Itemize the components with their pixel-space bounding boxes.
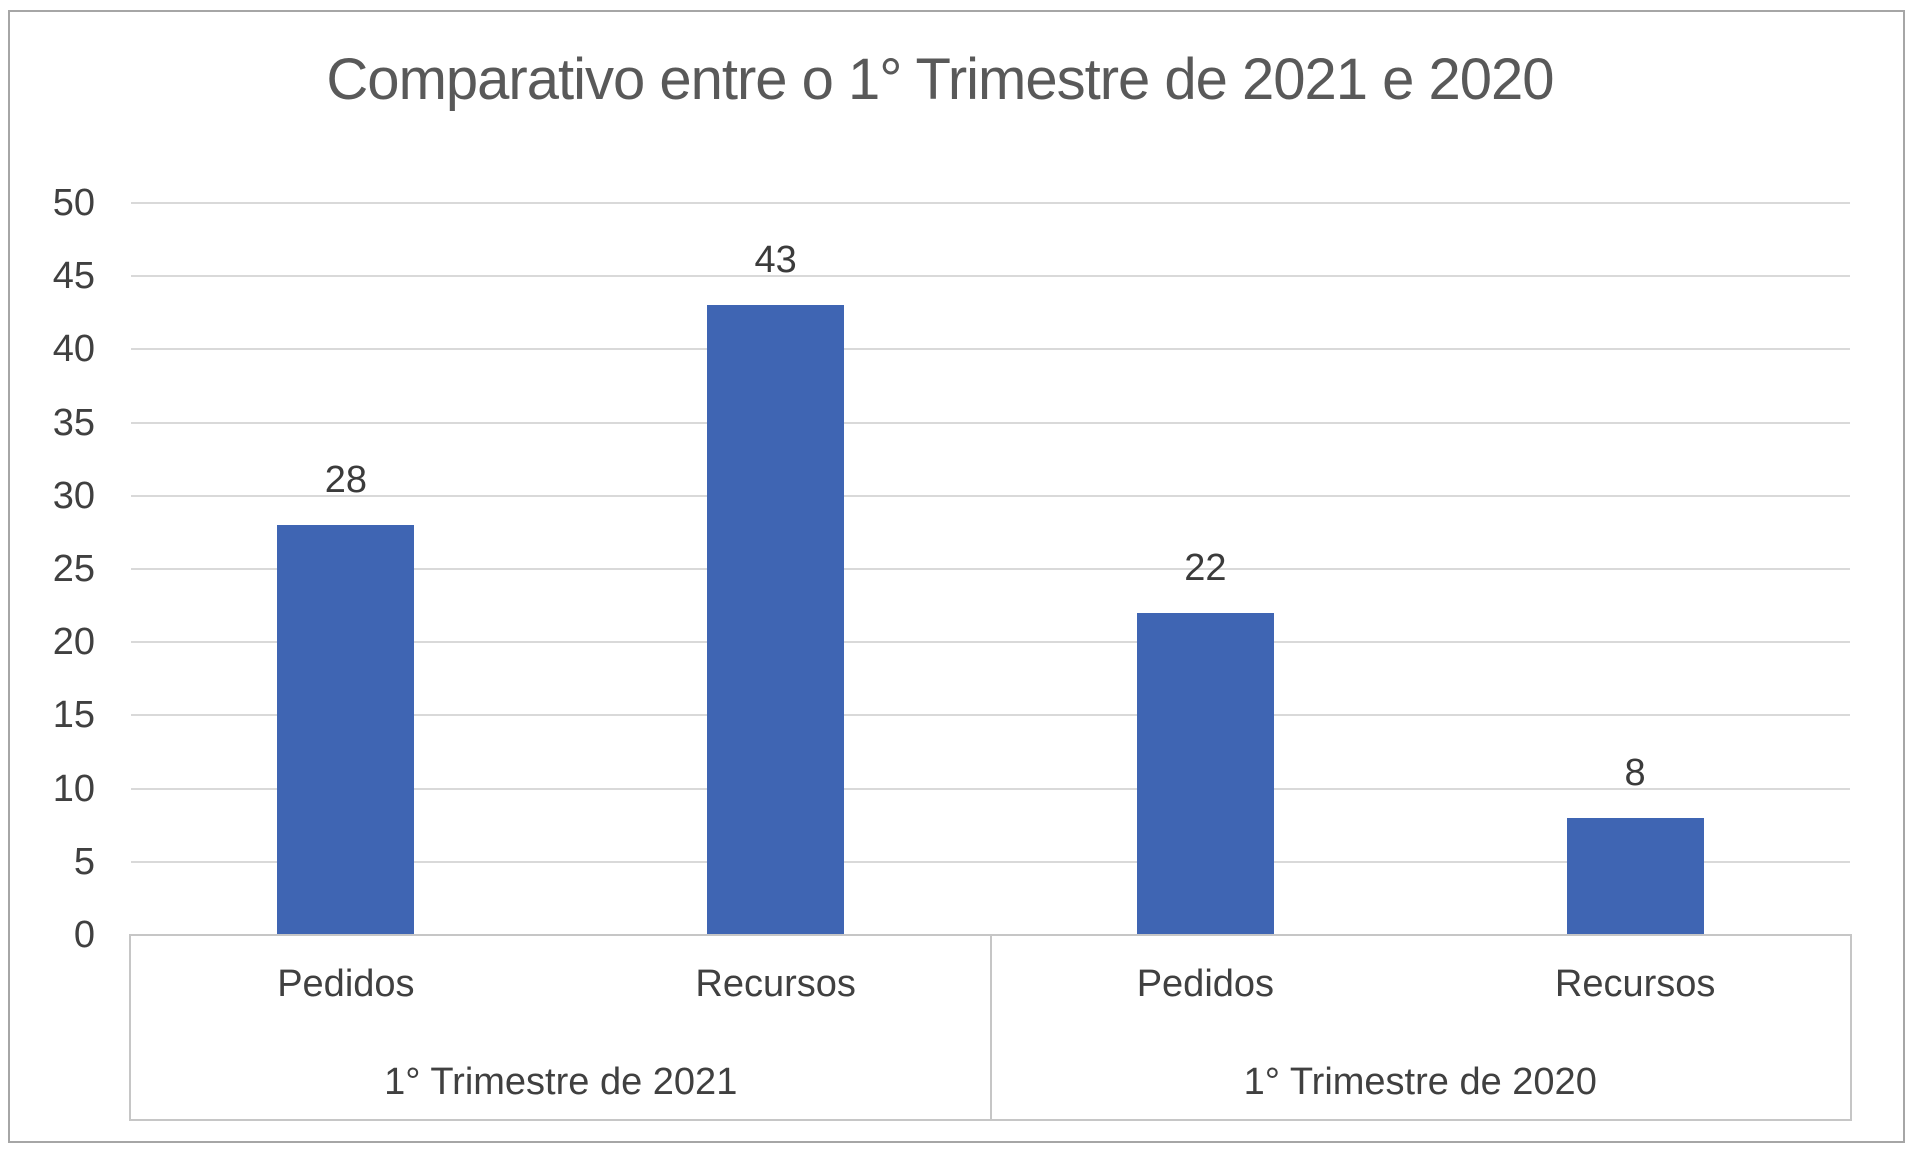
category-label: Recursos <box>1554 963 1716 1005</box>
y-gridline <box>131 860 1850 863</box>
y-gridline <box>131 275 1850 278</box>
y-tick-label: 45 <box>52 255 95 298</box>
y-gridline <box>131 348 1850 351</box>
bar-value-label: 43 <box>754 239 797 282</box>
y-tick-label: 25 <box>52 548 95 590</box>
y-gridline <box>131 641 1850 644</box>
category-label: Pedidos <box>1136 963 1275 1005</box>
y-tick-label: 35 <box>52 401 95 444</box>
y-tick-label: 5 <box>73 840 95 883</box>
bar-value-label: 28 <box>324 459 368 502</box>
bar-value-label: 8 <box>1624 751 1646 794</box>
y-gridline <box>131 787 1850 790</box>
chart-title: Comparativo entre o 1° Trimestre de 2021… <box>326 47 1554 112</box>
y-gridline <box>131 714 1850 717</box>
bar <box>1566 817 1704 935</box>
category-box-right-border <box>1850 935 1852 1120</box>
y-tick-label: 40 <box>52 328 95 371</box>
category-box-left-border <box>129 935 131 1120</box>
y-gridline <box>131 421 1850 424</box>
bar <box>277 525 415 935</box>
y-tick-label: 10 <box>52 767 95 810</box>
y-tick-label: 50 <box>52 182 95 224</box>
category-group-divider <box>989 935 992 1120</box>
y-gridline <box>131 568 1850 570</box>
group-label: 1° Trimestre de 2020 <box>1243 1061 1597 1103</box>
y-gridline <box>131 494 1850 497</box>
category-label: Recursos <box>695 963 856 1005</box>
y-tick-label: 15 <box>52 694 95 737</box>
y-tick-label: 0 <box>73 914 95 956</box>
category-label: Pedidos <box>277 963 415 1005</box>
bar-value-label: 22 <box>1184 546 1227 589</box>
group-label: 1° Trimestre de 2021 <box>384 1061 738 1103</box>
y-tick-label: 20 <box>52 621 95 664</box>
bar <box>707 305 845 935</box>
bar <box>1136 612 1274 935</box>
y-tick-label: 30 <box>52 474 95 517</box>
category-box-bottom-border <box>129 1119 1852 1121</box>
y-gridline <box>131 202 1850 204</box>
